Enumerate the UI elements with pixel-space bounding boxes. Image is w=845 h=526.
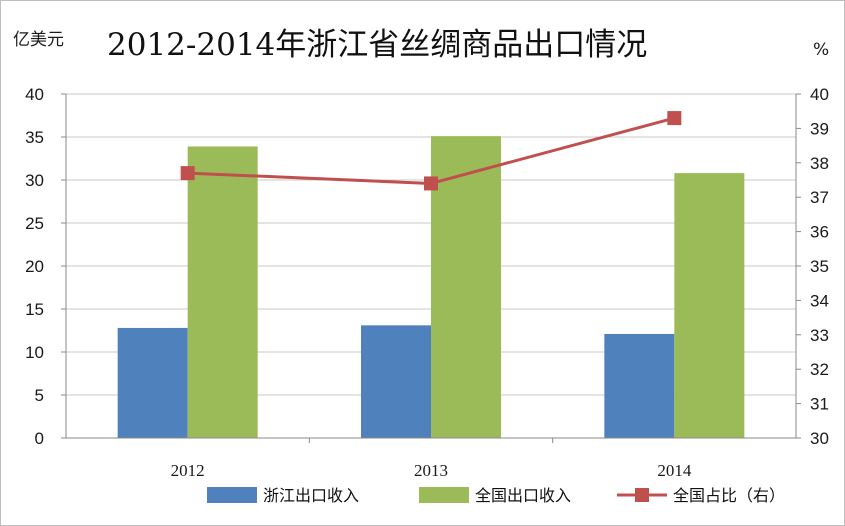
left-axis-tick-label: 20 bbox=[25, 257, 44, 276]
right-axis-tick-label: 30 bbox=[810, 429, 829, 448]
right-axis-unit: % bbox=[813, 40, 829, 60]
legend: 浙江出口收入 全国出口收入 全国占比（右） bbox=[207, 486, 785, 505]
legend-swatch bbox=[419, 487, 469, 503]
bar-zhejiang-2012 bbox=[117, 327, 188, 438]
right-axis-tick-label: 35 bbox=[810, 257, 829, 276]
right-axis-tick-label: 39 bbox=[810, 119, 829, 138]
legend-marker bbox=[635, 488, 649, 502]
right-axis-tick-label: 40 bbox=[810, 85, 829, 104]
left-axis-tick-label: 35 bbox=[25, 128, 44, 147]
right-axis-tick-label: 34 bbox=[810, 291, 829, 310]
left-axis-tick-label: 15 bbox=[25, 300, 44, 319]
left-axis-tick-label: 10 bbox=[25, 343, 44, 362]
right-axis-tick-label: 36 bbox=[810, 223, 829, 242]
left-axis-tick-label: 0 bbox=[35, 429, 44, 448]
axes: 0 5 10 15 20 25 30 35 40 30 31 32 33 34 35 36 37 38 39 40 20… bbox=[25, 85, 829, 480]
right-axis-tick-label: 38 bbox=[810, 154, 829, 173]
x-axis-category-label: 2012 bbox=[171, 461, 205, 480]
right-axis-tick-label: 32 bbox=[810, 360, 829, 379]
chart-title: 2012-2014年浙江省丝绸商品出口情况 bbox=[107, 27, 647, 63]
bar-national-2013 bbox=[431, 136, 501, 438]
share-point-2014 bbox=[667, 111, 682, 126]
bar-series-group bbox=[117, 136, 745, 438]
x-axis-category-label: 2013 bbox=[414, 461, 448, 480]
right-axis-tick-label: 33 bbox=[810, 326, 829, 345]
left-axis-tick-label: 25 bbox=[25, 214, 44, 233]
share-point-2013 bbox=[424, 176, 438, 191]
right-axis-tick-label: 37 bbox=[810, 188, 829, 207]
legend-label: 浙江出口收入 bbox=[263, 486, 359, 505]
legend-label: 全国出口收入 bbox=[475, 486, 571, 505]
left-axis-unit: 亿美元 bbox=[13, 30, 64, 50]
bar-national-2012 bbox=[187, 146, 258, 438]
left-axis-tick-label: 30 bbox=[25, 171, 44, 190]
legend-label: 全国占比（右） bbox=[673, 486, 785, 505]
line-series-group bbox=[180, 111, 682, 191]
bar-zhejiang-2014 bbox=[604, 333, 675, 438]
bar-zhejiang-2013 bbox=[361, 325, 431, 438]
left-axis-tick-label: 5 bbox=[35, 386, 44, 405]
legend-swatch bbox=[207, 487, 257, 503]
left-axis-tick-label: 40 bbox=[25, 85, 44, 104]
right-axis-tick-label: 31 bbox=[810, 395, 829, 414]
x-axis-category-label: 2014 bbox=[657, 461, 692, 480]
share-point-2012 bbox=[180, 166, 195, 181]
bar-national-2014 bbox=[674, 173, 745, 438]
